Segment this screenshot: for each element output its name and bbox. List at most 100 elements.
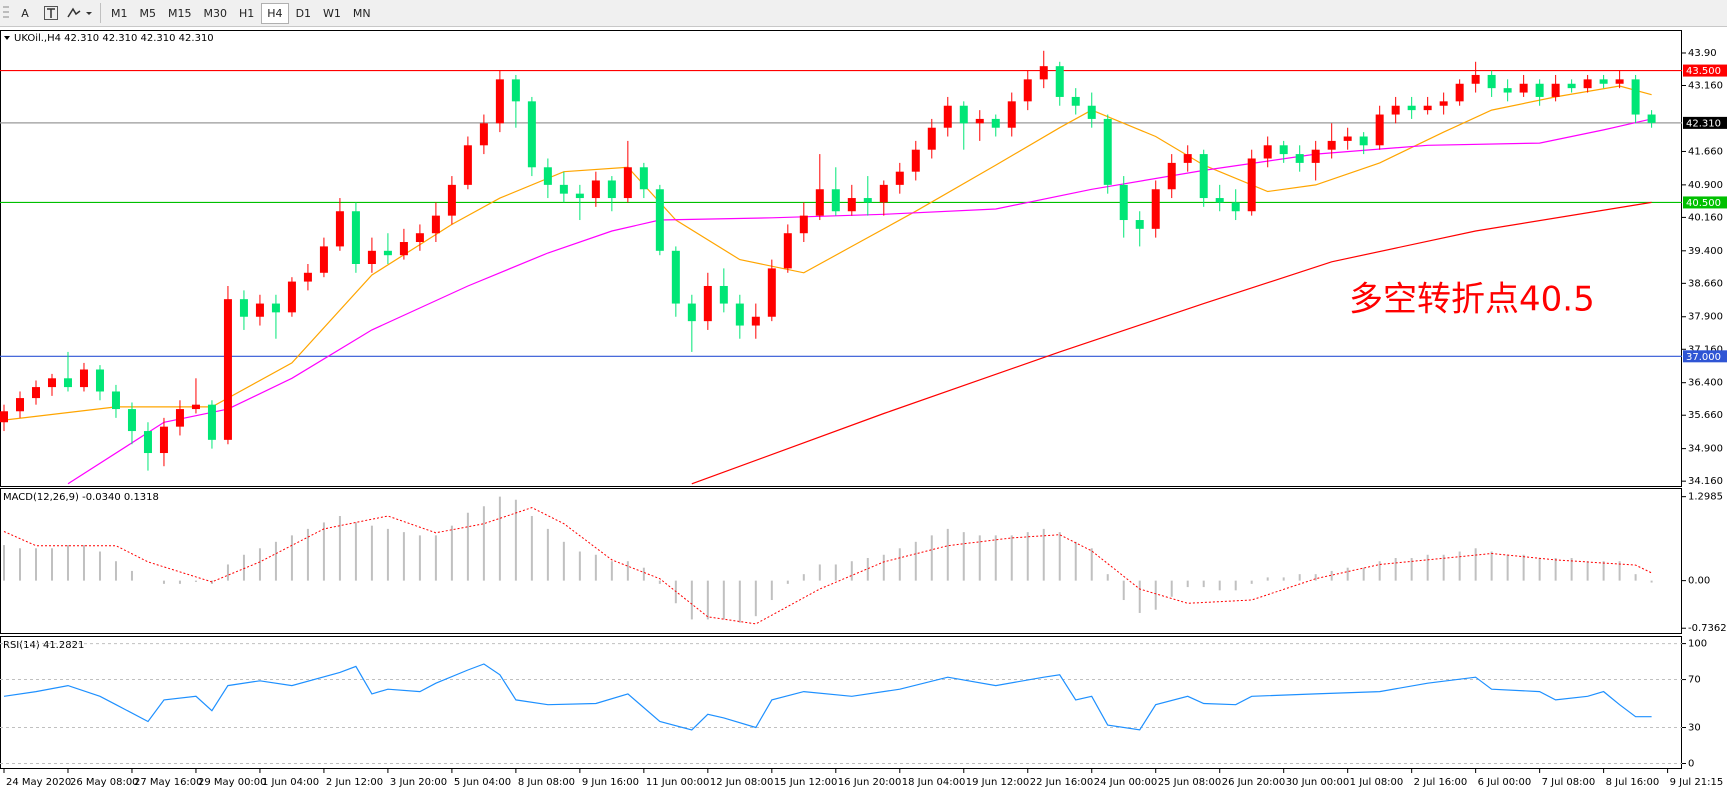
timeframe-button[interactable]: M15 bbox=[168, 6, 192, 20]
candle-body bbox=[575, 193, 584, 199]
candle-body bbox=[623, 167, 632, 199]
timeframe-button[interactable]: M5 bbox=[139, 6, 157, 20]
moving-average bbox=[67, 118, 1652, 485]
candle-body bbox=[415, 233, 424, 243]
candle-body bbox=[1103, 118, 1112, 185]
candle-body bbox=[319, 246, 328, 273]
timeframe-button[interactable]: M1 bbox=[111, 6, 128, 20]
candle-body bbox=[719, 285, 728, 304]
candle-body bbox=[1407, 105, 1416, 111]
candle-body bbox=[559, 184, 568, 194]
y-tick-label: 0.00 bbox=[1688, 576, 1710, 587]
candle-body bbox=[15, 398, 24, 412]
y-tick-label: 37.160 bbox=[1688, 344, 1723, 355]
y-tick-label: 30 bbox=[1688, 723, 1701, 734]
macd-header: MACD(12,26,9) -0.0340 0.1318 bbox=[3, 492, 159, 503]
candle-body bbox=[783, 233, 792, 269]
rsi-line bbox=[3, 663, 1652, 731]
toolbar: A M1 M5 M15 M30 H1 H4 D1 W1 MN bbox=[0, 0, 1727, 27]
rsi-header: RSI(14) 41.2821 bbox=[3, 640, 84, 651]
candle-body bbox=[1135, 220, 1144, 229]
candle-body bbox=[543, 167, 552, 185]
price-label-box bbox=[1683, 196, 1727, 209]
x-tick-label: 5 Jun 04:00 bbox=[454, 777, 511, 788]
y-tick-label: 70 bbox=[1688, 675, 1701, 686]
candle-body bbox=[879, 184, 888, 203]
x-tick-label: 19 Jun 12:00 bbox=[966, 777, 1030, 788]
candle-body bbox=[671, 250, 680, 304]
candle-body bbox=[607, 180, 616, 199]
text-tool[interactable]: A bbox=[21, 6, 29, 20]
x-tick-label: 9 Jun 16:00 bbox=[582, 777, 639, 788]
candle-body bbox=[239, 299, 248, 317]
candle-body bbox=[191, 404, 200, 410]
candle-body bbox=[1631, 79, 1640, 115]
candle-body bbox=[79, 369, 88, 388]
candle-body bbox=[1423, 105, 1432, 111]
timeframe-button[interactable]: D1 bbox=[295, 6, 312, 20]
candle-body bbox=[1439, 101, 1448, 106]
x-tick-label: 1 Jul 08:00 bbox=[1350, 777, 1404, 788]
shapes-tool[interactable] bbox=[65, 3, 95, 24]
timeframe-button[interactable]: MN bbox=[352, 6, 371, 20]
candle-body bbox=[1455, 83, 1464, 102]
y-tick-label: 0 bbox=[1688, 758, 1694, 769]
candle-body bbox=[1503, 88, 1512, 93]
candle-body bbox=[127, 409, 136, 432]
timeframe-button[interactable]: W1 bbox=[323, 6, 341, 20]
x-tick-label: 2 Jul 16:00 bbox=[1414, 777, 1468, 788]
candle-body bbox=[591, 180, 600, 199]
moving-average bbox=[3, 85, 1652, 421]
candle-body bbox=[351, 211, 360, 264]
timeframe-button[interactable]: H1 bbox=[239, 6, 255, 20]
text-label-tool[interactable] bbox=[39, 3, 63, 24]
price-label: 43.500 bbox=[1686, 66, 1721, 77]
x-tick-label: 25 Jun 08:00 bbox=[1158, 777, 1222, 788]
candle-body bbox=[255, 303, 264, 317]
price-label-box bbox=[1683, 116, 1727, 129]
candle-body bbox=[1087, 105, 1096, 119]
y-tick-label: 34.900 bbox=[1688, 444, 1723, 455]
price-label: 42.310 bbox=[1686, 118, 1721, 129]
y-tick-label: 100 bbox=[1688, 639, 1707, 650]
candle-body bbox=[1327, 140, 1336, 150]
candle-body bbox=[31, 387, 40, 399]
candle-body bbox=[1119, 184, 1128, 221]
icon bbox=[67, 7, 92, 18]
x-tick-label: 29 May 00:00 bbox=[198, 777, 267, 788]
x-tick-label: 26 May 08:00 bbox=[70, 777, 139, 788]
x-tick-label: 6 Jul 00:00 bbox=[1478, 777, 1532, 788]
candle-body bbox=[1647, 114, 1656, 123]
signal-line bbox=[3, 507, 1652, 625]
y-tick-label: 38.660 bbox=[1688, 278, 1723, 289]
candle-body bbox=[111, 391, 120, 410]
candle-body bbox=[1391, 105, 1400, 115]
candle-body bbox=[1343, 136, 1352, 141]
y-tick-label: 41.660 bbox=[1688, 146, 1723, 157]
timeframe-button[interactable]: H4 bbox=[261, 2, 289, 24]
candle-body bbox=[479, 123, 488, 146]
annotation: 多空转折点40.5 bbox=[1349, 280, 1595, 320]
x-tick-label: 16 Jun 20:00 bbox=[838, 777, 902, 788]
price-label: 37.000 bbox=[1686, 352, 1721, 363]
candle-body bbox=[463, 145, 472, 185]
price-label: 40.500 bbox=[1686, 198, 1721, 209]
candle-body bbox=[687, 303, 696, 322]
candle-body bbox=[1519, 83, 1528, 93]
timeframe-button[interactable]: M30 bbox=[203, 6, 228, 20]
candle-body bbox=[143, 431, 152, 454]
candle-body bbox=[655, 189, 664, 251]
x-tick-label: 7 Jul 08:00 bbox=[1542, 777, 1596, 788]
candle-body bbox=[799, 215, 808, 234]
y-tick-label: 43.160 bbox=[1688, 81, 1723, 92]
y-tick-label: 40.900 bbox=[1688, 180, 1723, 191]
x-tick-label: 2 Jun 12:00 bbox=[326, 777, 383, 788]
x-tick-label: 22 Jun 16:00 bbox=[1030, 777, 1094, 788]
y-tick-label: 43.90 bbox=[1688, 48, 1717, 59]
x-tick-label: 18 Jun 04:00 bbox=[902, 777, 966, 788]
timeframes: M1 M5 M15 M30 H1 H4 D1 W1 MN bbox=[105, 2, 377, 24]
candle-body bbox=[399, 242, 408, 256]
candle-body bbox=[991, 118, 1000, 128]
candle-body bbox=[1279, 145, 1288, 155]
candle-body bbox=[1295, 154, 1304, 163]
